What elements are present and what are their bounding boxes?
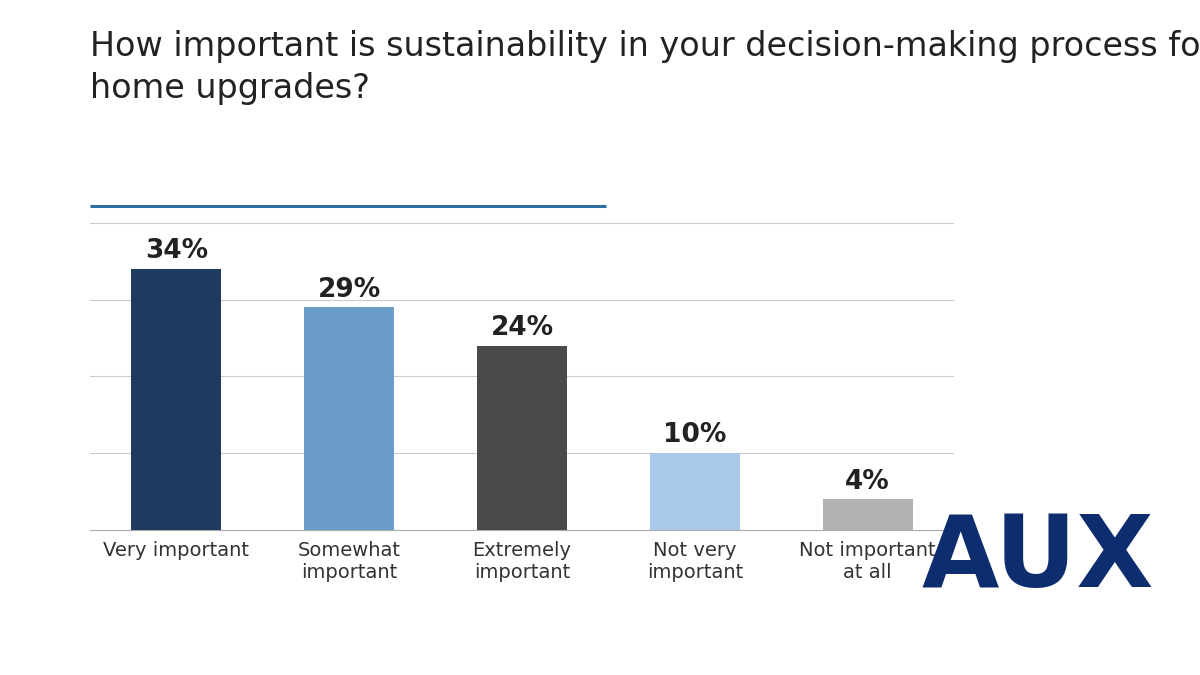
- Text: 4%: 4%: [845, 468, 890, 495]
- Bar: [305, 307, 394, 530]
- Text: 29%: 29%: [318, 277, 380, 302]
- Bar: [823, 500, 912, 530]
- Bar: [132, 269, 221, 530]
- Text: AUX: AUX: [922, 510, 1154, 608]
- Text: 24%: 24%: [491, 315, 553, 341]
- Text: 10%: 10%: [664, 423, 726, 448]
- Bar: [650, 453, 739, 530]
- Text: How important is sustainability in your decision-making process for
home upgrade: How important is sustainability in your …: [90, 30, 1200, 105]
- Bar: [478, 346, 566, 530]
- Text: 34%: 34%: [145, 238, 208, 264]
